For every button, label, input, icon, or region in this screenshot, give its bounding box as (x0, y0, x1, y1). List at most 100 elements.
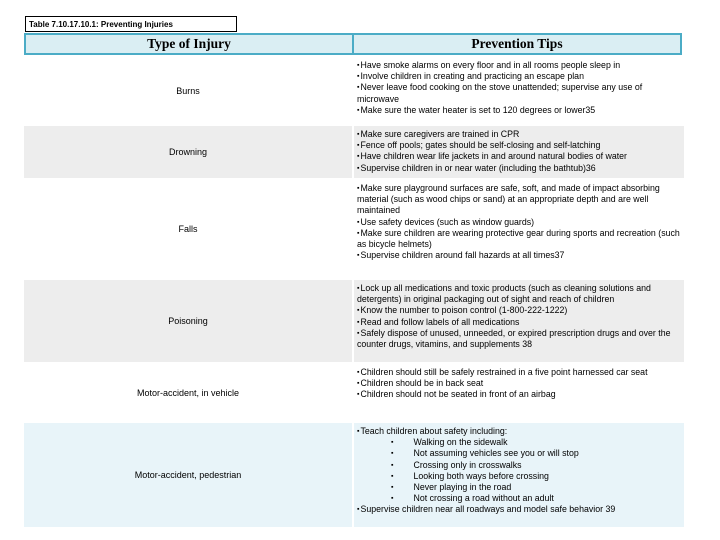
bullet-icon: ▪ (357, 318, 360, 326)
tip-line: ▪Have children wear life jackets in and … (357, 151, 680, 162)
injury-prevention-table: Type of Injury Prevention Tips Burns ▪Ha… (24, 33, 684, 529)
injury-type-cell: Motor-accident, in vehicle (24, 364, 354, 421)
tip-text: Crossing only in crosswalks (413, 459, 522, 470)
bullet-icon: ▪ (357, 131, 360, 138)
bullet-icon: ▪ (357, 369, 360, 376)
tip-line: ▪Children should not be seated in front … (357, 389, 680, 400)
tip-text: Read and follow labels of all medication… (360, 316, 520, 327)
tip-line: ▪Involve children in creating and practi… (357, 71, 680, 82)
tip-line: ▪Teach children about safety including: (357, 426, 680, 437)
bullet-icon: ▪ (391, 495, 394, 503)
tip-text: Children should still be safely restrain… (360, 367, 648, 377)
injury-type-cell: Poisoning (24, 280, 354, 362)
injury-type-label: Motor-accident, in vehicle (136, 387, 240, 398)
prevention-tips-cell: ▪Make sure caregivers are trained in CPR… (354, 126, 684, 178)
bullet-icon: ▪ (357, 391, 360, 399)
bullet-icon: ▪ (391, 461, 394, 469)
tip-line: ▪Make sure caregivers are trained in CPR (357, 129, 680, 140)
table-body: Burns ▪Have smoke alarms on every floor … (24, 57, 684, 527)
table-caption-box: Table 7.10.17.10.1: Preventing Injuries (25, 16, 237, 32)
bullet-icon: ▪ (357, 185, 360, 192)
table-row: Motor-accident, in vehicle ▪Children sho… (24, 364, 684, 421)
prevention-tips-cell: ▪Children should still be safely restrai… (354, 364, 684, 421)
bullet-icon: ▪ (357, 252, 360, 260)
bullet-icon: ▪ (391, 472, 394, 480)
tip-line: ▪Lock up all medications and toxic produ… (357, 283, 680, 305)
tip-text: Make sure caregivers are trained in CPR (360, 129, 520, 139)
tip-line: ▪Have smoke alarms on every floor and in… (357, 60, 680, 71)
table-caption: Table 7.10.17.10.1: Preventing Injuries (29, 19, 173, 29)
tip-line: ▪Supervise children near all roadways an… (357, 504, 680, 515)
tip-text: Not assuming vehicles see you or will st… (413, 448, 579, 459)
tip-text: Never playing in the road (413, 482, 512, 493)
tip-text: Make sure the water heater is set to 120… (360, 104, 596, 115)
injury-type-label: Burns (176, 85, 200, 96)
bullet-icon: ▪ (357, 153, 360, 161)
table-row: Motor-accident, pedestrian ▪Teach childr… (24, 423, 684, 527)
tip-line: ▪Fence off pools; gates should be self-c… (357, 140, 680, 151)
tip-text: Walking on the sidewalk (413, 437, 508, 448)
table-row: Burns ▪Have smoke alarms on every floor … (24, 57, 684, 124)
tip-text: Fence off pools; gates should be self-cl… (360, 140, 601, 151)
tip-text: Supervise children near all roadways and… (360, 504, 616, 515)
header-prevention-tips: Prevention Tips (352, 33, 682, 55)
prevention-tips-cell: ▪Make sure playground surfaces are safe,… (354, 180, 684, 278)
injury-type-cell: Drowning (24, 126, 354, 178)
tip-line: ▪ Not crossing a road without an adult (357, 493, 680, 504)
injury-type-cell: Burns (24, 57, 354, 124)
bullet-icon: ▪ (357, 307, 360, 315)
bullet-icon: ▪ (391, 450, 394, 458)
injury-type-label: Drowning (168, 147, 208, 157)
table-header-row: Type of Injury Prevention Tips (24, 33, 684, 55)
prevention-tips-cell: ▪Teach children about safety including: ▪… (354, 423, 684, 527)
tip-line: ▪Know the number to poison control (1-80… (357, 305, 680, 316)
tip-text: Make sure children are wearing protectiv… (357, 227, 680, 250)
bullet-icon: ▪ (357, 106, 360, 114)
tip-line: ▪ Looking both ways before crossing (357, 471, 680, 482)
tip-line: ▪ Crossing only in crosswalks (357, 460, 680, 471)
injury-type-label: Poisoning (168, 316, 208, 326)
tip-text: Never leave food cooking on the stove un… (357, 82, 643, 104)
tip-text: Lock up all medications and toxic produc… (357, 283, 651, 305)
tip-line: ▪ Walking on the sidewalk (357, 437, 680, 448)
tip-text: Not crossing a road without an adult (413, 493, 554, 504)
tip-line: ▪Make sure the water heater is set to 12… (357, 105, 680, 116)
tip-text: Children should not be seated in front o… (360, 389, 556, 400)
injury-type-label: Falls (178, 224, 198, 234)
injury-type-cell: Falls (24, 180, 354, 278)
tip-line: ▪Supervise children around fall hazards … (357, 250, 680, 261)
tip-text: Supervise children around fall hazards a… (360, 250, 565, 261)
injury-type-cell: Motor-accident, pedestrian (24, 423, 354, 527)
tip-text: Children should be in back seat (360, 378, 484, 389)
tip-line: ▪Children should be in back seat (357, 378, 680, 389)
bullet-icon: ▪ (391, 484, 394, 492)
tip-line: ▪Make sure children are wearing protecti… (357, 228, 680, 250)
table-row: Poisoning ▪Lock up all medications and t… (24, 280, 684, 362)
tip-line: ▪ Not assuming vehicles see you or will s… (357, 448, 680, 459)
bullet-icon: ▪ (357, 428, 360, 435)
tip-text: Have children wear life jackets in and a… (360, 151, 627, 162)
tip-text: Know the number to poison control (1-800… (360, 305, 568, 316)
bullet-icon: ▪ (391, 439, 394, 447)
prevention-tips-cell: ▪Lock up all medications and toxic produ… (354, 280, 684, 362)
bullet-icon: ▪ (357, 380, 360, 388)
tip-text: Have smoke alarms on every floor and in … (360, 60, 621, 70)
tip-line: ▪Use safety devices (such as window guar… (357, 217, 680, 228)
bullet-icon: ▪ (357, 506, 360, 514)
table-row: Drowning ▪Make sure caregivers are train… (24, 126, 684, 178)
tip-line: ▪Safely dispose of unused, unneeded, or … (357, 328, 680, 350)
tip-text: Use safety devices (such as window guard… (360, 216, 535, 227)
bullet-icon: ▪ (357, 229, 360, 237)
bullet-icon: ▪ (357, 73, 360, 81)
tip-text: Make sure playground surfaces are safe, … (357, 183, 660, 216)
injury-type-label: Motor-accident, pedestrian (134, 470, 242, 480)
tip-line: ▪Supervise children in or near water (in… (357, 163, 680, 174)
tip-line: ▪Read and follow labels of all medicatio… (357, 317, 680, 328)
bullet-icon: ▪ (357, 62, 360, 69)
bullet-icon: ▪ (357, 285, 360, 292)
bullet-icon: ▪ (357, 329, 360, 337)
bullet-icon: ▪ (357, 142, 360, 150)
tip-line: ▪Make sure playground surfaces are safe,… (357, 183, 680, 217)
prevention-tips-cell: ▪Have smoke alarms on every floor and in… (354, 57, 684, 124)
